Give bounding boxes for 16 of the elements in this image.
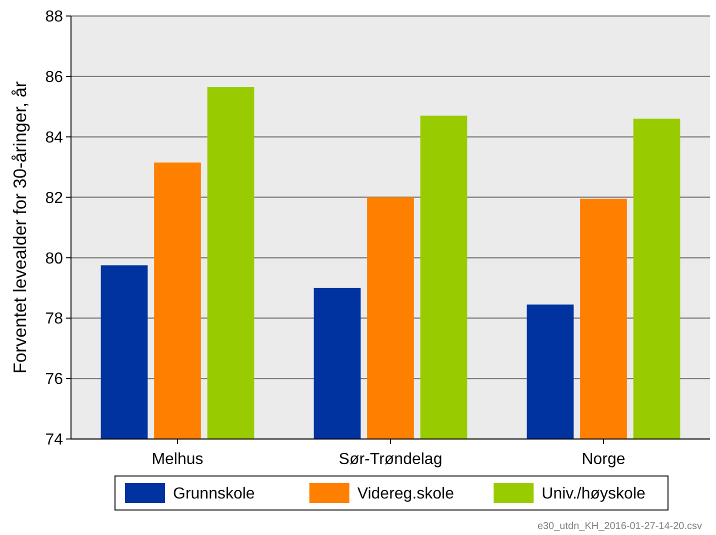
y-tick-label: 74 (45, 432, 64, 449)
x-tick-label: Sør-Trøndelag (338, 451, 442, 468)
legend-label: Videreg.skole (357, 486, 454, 503)
x-tick-label: Melhus (152, 451, 204, 468)
y-tick-label: 84 (45, 129, 64, 146)
legend-label: Grunnskole (173, 486, 255, 503)
y-tick-label: 86 (45, 69, 64, 86)
y-tick-label: 80 (45, 250, 64, 268)
y-tick-label: 78 (45, 310, 64, 328)
legend-label: Univ./høyskole (542, 486, 646, 503)
x-tick-label: Norge (582, 451, 626, 468)
text: e30_utdn_KH_2016-01-27-14-20.csv (537, 521, 702, 532)
y-tick-label: 82 (45, 190, 64, 207)
y-axis-title: Forventet levealder for 30-åringer, år (10, 81, 30, 374)
y-tick-label: 88 (45, 8, 64, 26)
y-tick-label: 76 (45, 371, 64, 388)
